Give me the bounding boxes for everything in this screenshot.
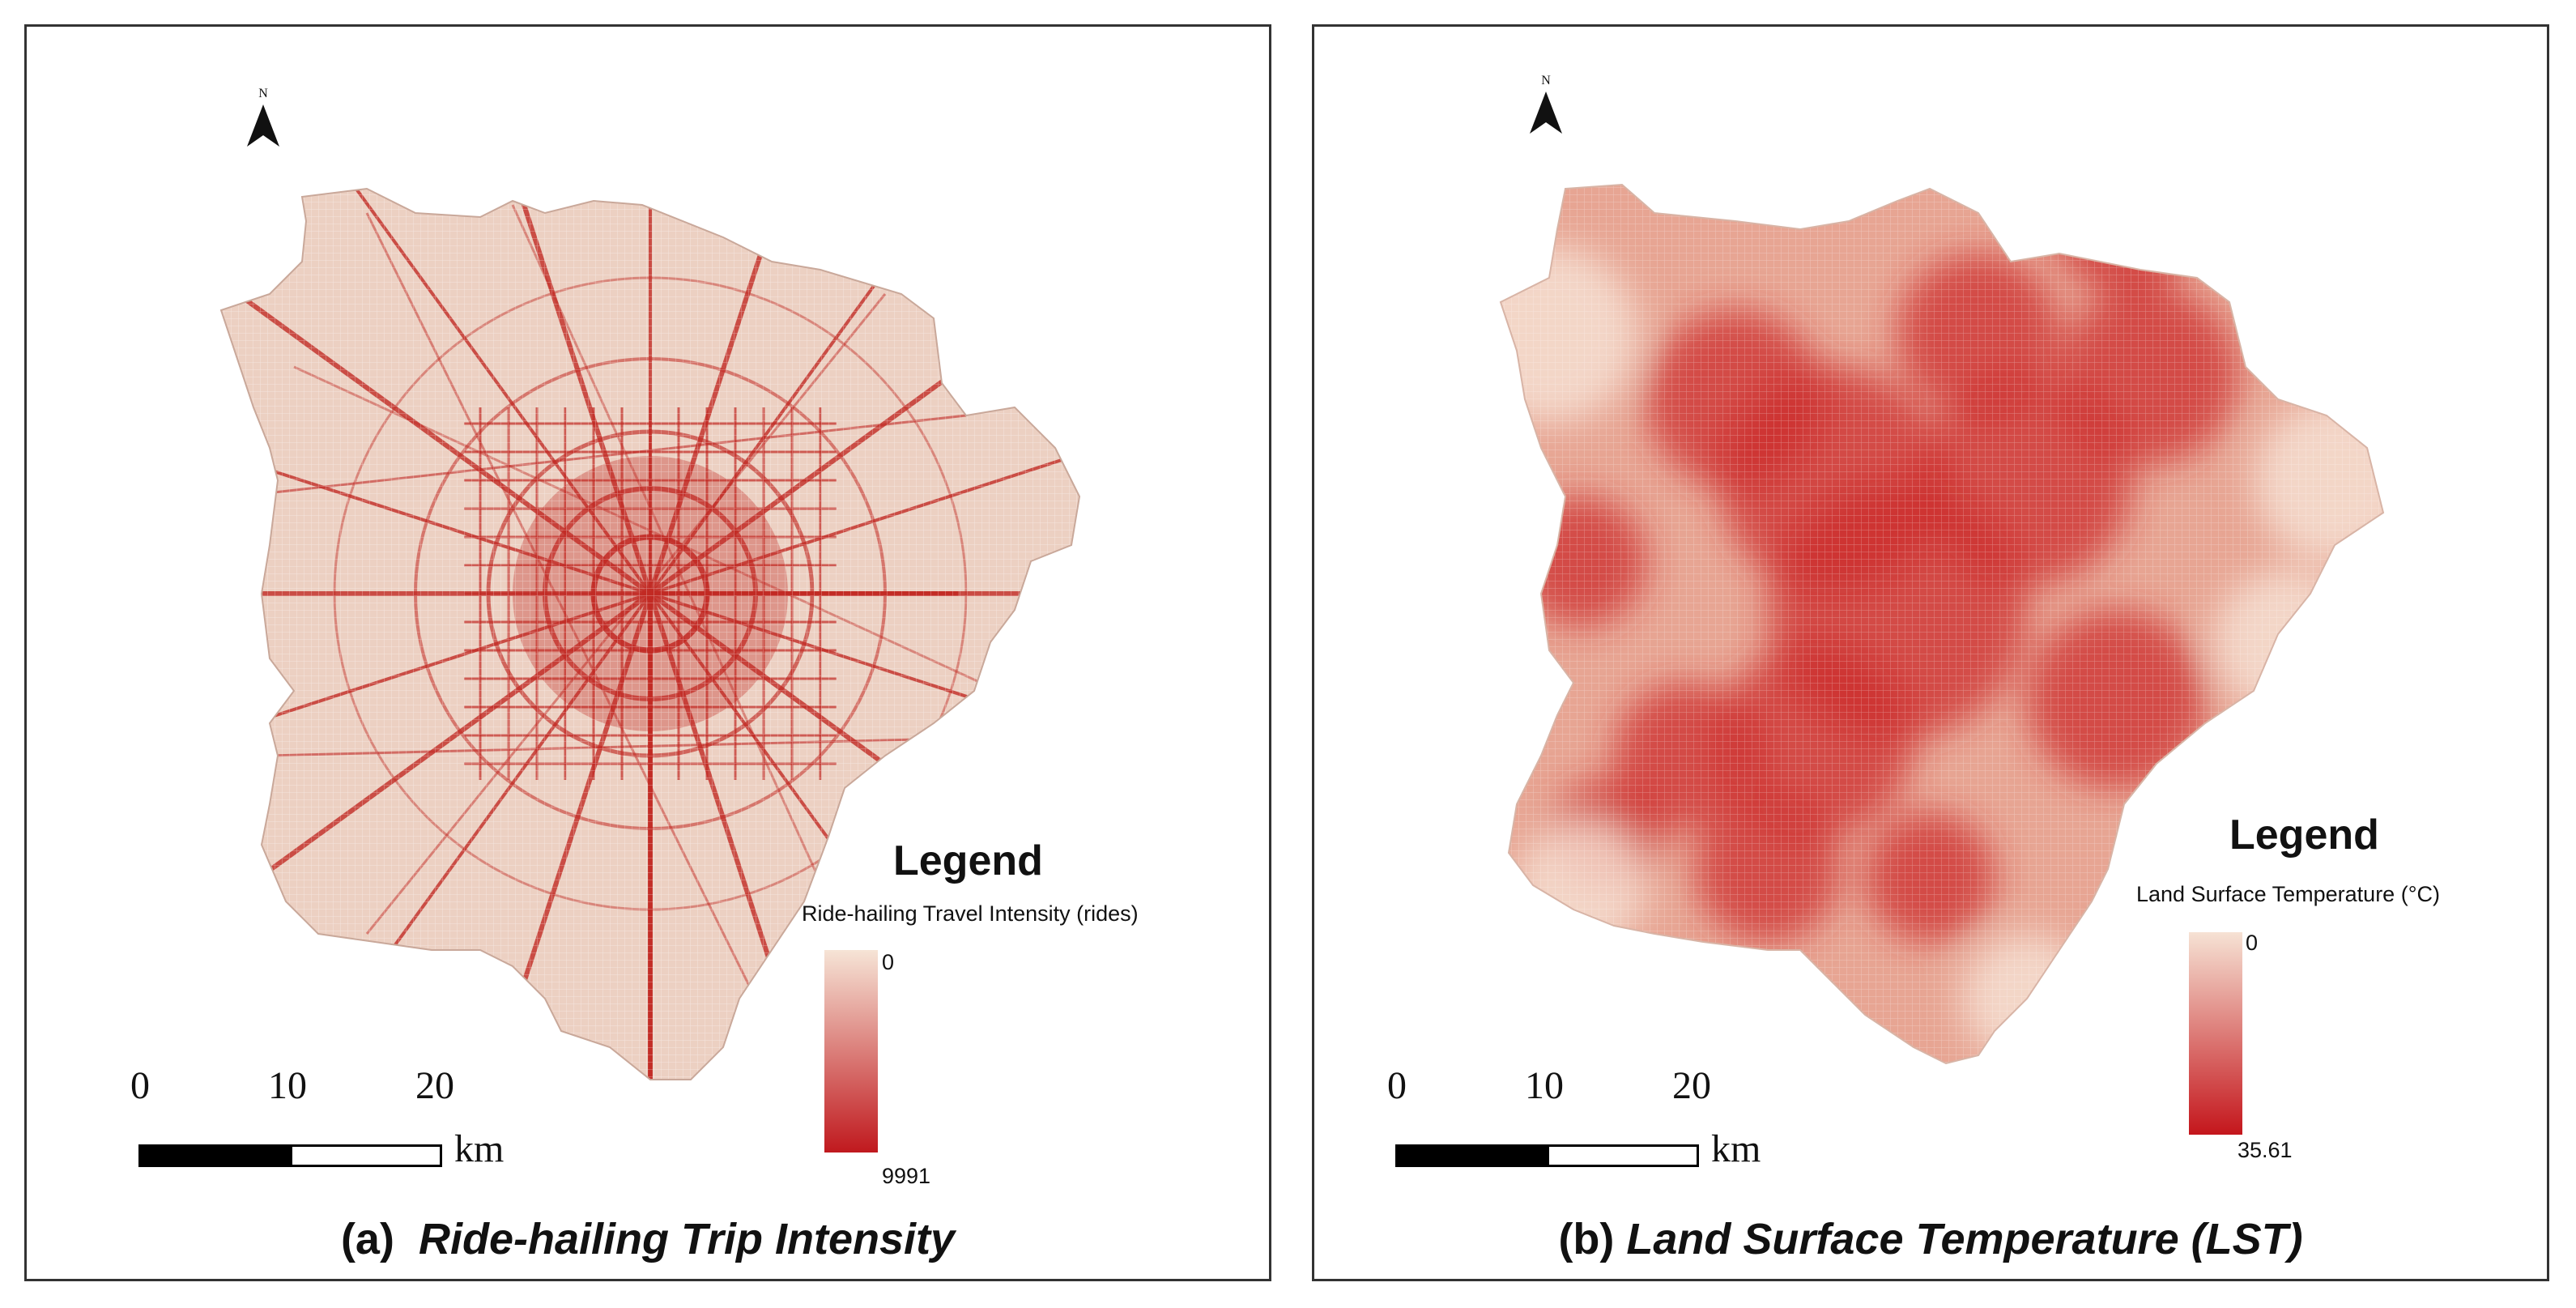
panel-caption: (a) Ride-hailing Trip Intensity [27, 1214, 1269, 1264]
panel-ride-hailing: N Legend Ride-hailing Travel Intensity (… [24, 24, 1271, 1281]
panel-caption: (b) Land Surface Temperature (LST) [1314, 1214, 2547, 1264]
legend-subtitle: Land Surface Temperature (°C) [2136, 882, 2440, 906]
scale-tick-20: 20 [1672, 1064, 1711, 1107]
legend-subtitle: Ride-hailing Travel Intensity (rides) [802, 901, 1139, 926]
ride-hailing-intensity-layer [221, 189, 1079, 1080]
scale-tick-0: 0 [1387, 1064, 1407, 1107]
scale-tick-10: 10 [268, 1064, 307, 1107]
scale-tick-0: 0 [130, 1064, 150, 1107]
scale-bar-white [290, 1144, 442, 1167]
panel-lst: N Legend Land Surface Temperature (°C) 0… [1312, 24, 2549, 1281]
scale-tick-10: 10 [1525, 1064, 1564, 1107]
north-arrow-icon [1530, 92, 1562, 134]
map-lst [1499, 183, 2385, 1065]
legend-color-ramp [824, 950, 878, 1152]
scale-bar-white [1547, 1144, 1699, 1167]
legend-max-value: 35.61 [2238, 1138, 2293, 1162]
scale-tick-20: 20 [415, 1064, 454, 1107]
scale-bar-black [138, 1144, 292, 1167]
lst-raster-layer [1501, 185, 2383, 1063]
legend-min-value: 0 [2246, 931, 2259, 955]
north-arrow-icon [247, 104, 279, 147]
north-arrow: N [239, 87, 287, 154]
caption-letter: (b) [1558, 1215, 1615, 1263]
legend-min-value: 0 [882, 950, 895, 974]
caption-title: Land Surface Temperature (LST) [1626, 1215, 2303, 1263]
legend-title: Legend [893, 837, 1043, 884]
map-ride-hailing [219, 187, 1081, 1080]
scale-bar-black [1395, 1144, 1549, 1167]
caption-title: Ride-hailing Trip Intensity [418, 1215, 956, 1263]
scale-unit: km [454, 1127, 505, 1170]
legend-color-ramp [2189, 932, 2242, 1135]
north-label: N [1541, 74, 1551, 87]
study-area-boundary [1499, 183, 2385, 1065]
north-label: N [258, 87, 268, 100]
legend-title: Legend [2229, 812, 2379, 859]
north-arrow: N [1522, 74, 1570, 141]
caption-letter: (a) [340, 1215, 394, 1263]
legend-max-value: 9991 [882, 1164, 931, 1188]
scale-unit: km [1711, 1127, 1761, 1170]
study-area-boundary [219, 187, 1081, 1080]
